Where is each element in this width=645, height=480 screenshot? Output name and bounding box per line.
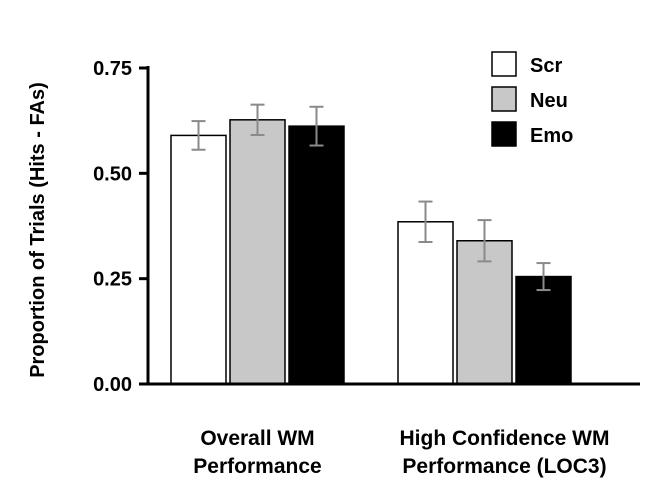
- x-category-label: Overall WM Performance: [193, 427, 321, 478]
- y-axis: 0.00 0.25 0.50 0.75: [93, 58, 150, 396]
- bars-group: [170, 119, 572, 385]
- bar-scr: [170, 134, 227, 385]
- y-tick-label: 0.50: [93, 163, 132, 185]
- x-category-label-line: High Confidence WM: [400, 427, 610, 450]
- legend-label-scr: Scr: [530, 55, 562, 77]
- legend-swatch-emo: [491, 121, 517, 147]
- bar-emo: [515, 275, 572, 385]
- legend-swatch-neu: [491, 86, 517, 112]
- bar-neu: [456, 239, 513, 385]
- y-axis-label: Proportion of Trials (Hits - FAs): [27, 82, 49, 378]
- bar-scr: [397, 221, 454, 385]
- legend-label-neu: Neu: [530, 90, 568, 112]
- x-category-label: High Confidence WM Performance (LOC3): [400, 427, 610, 478]
- error-bars-group: [191, 103, 551, 292]
- y-tick-label: 0.75: [93, 58, 132, 80]
- x-category-label-line: Overall WM: [200, 427, 314, 450]
- legend-label-emo: Emo: [530, 125, 573, 147]
- x-category-label-line: Performance (LOC3): [402, 455, 606, 478]
- y-tick-label: 0.00: [93, 374, 132, 396]
- bar-neu: [229, 119, 286, 385]
- bar-emo: [288, 125, 345, 385]
- y-tick-label: 0.25: [93, 269, 132, 291]
- legend: Scr Neu Emo: [491, 51, 573, 147]
- x-category-label-line: Performance: [193, 455, 321, 478]
- legend-swatch-scr: [491, 51, 517, 77]
- x-axis: Overall WM Performance High Confidence WM P…: [148, 382, 640, 478]
